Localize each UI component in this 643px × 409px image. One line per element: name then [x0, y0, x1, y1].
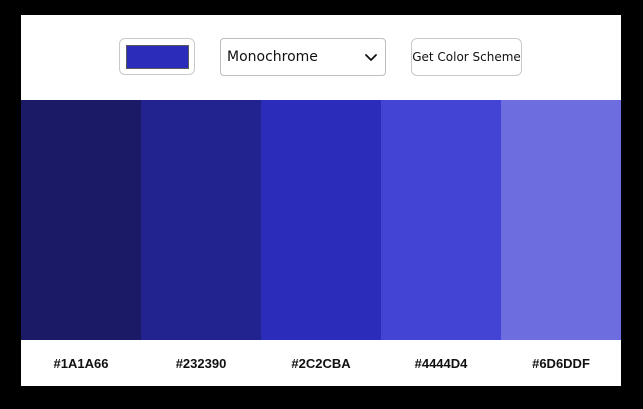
chevron-down-icon: [365, 54, 377, 61]
palette-color-2: [141, 100, 261, 340]
hex-label-2: #232390: [175, 355, 227, 371]
color-picker-input[interactable]: [119, 38, 195, 75]
color-scheme-app: Monochrome Get Color Scheme #1A1A66 #232…: [21, 15, 621, 386]
scheme-mode-select[interactable]: Monochrome: [220, 38, 386, 76]
palette-color-3: [261, 100, 381, 340]
color-palette: [21, 100, 621, 340]
palette-color-4: [381, 100, 501, 340]
hex-label-3: #2C2CBA: [291, 355, 351, 371]
hex-label-5: #6D6DDF: [532, 355, 590, 371]
palette-color-5: [501, 100, 621, 340]
hex-label-1: #1A1A66: [53, 355, 109, 371]
hex-labels: #1A1A66 #232390 #2C2CBA #4444D4 #6D6DDF: [21, 340, 621, 386]
hex-label-4: #4444D4: [414, 355, 468, 371]
color-picker-swatch: [126, 45, 189, 69]
get-color-scheme-button[interactable]: Get Color Scheme: [411, 38, 522, 76]
scheme-mode-selected-value: Monochrome: [227, 49, 318, 65]
palette-color-1: [21, 100, 141, 340]
toolbar: Monochrome Get Color Scheme: [21, 15, 621, 100]
